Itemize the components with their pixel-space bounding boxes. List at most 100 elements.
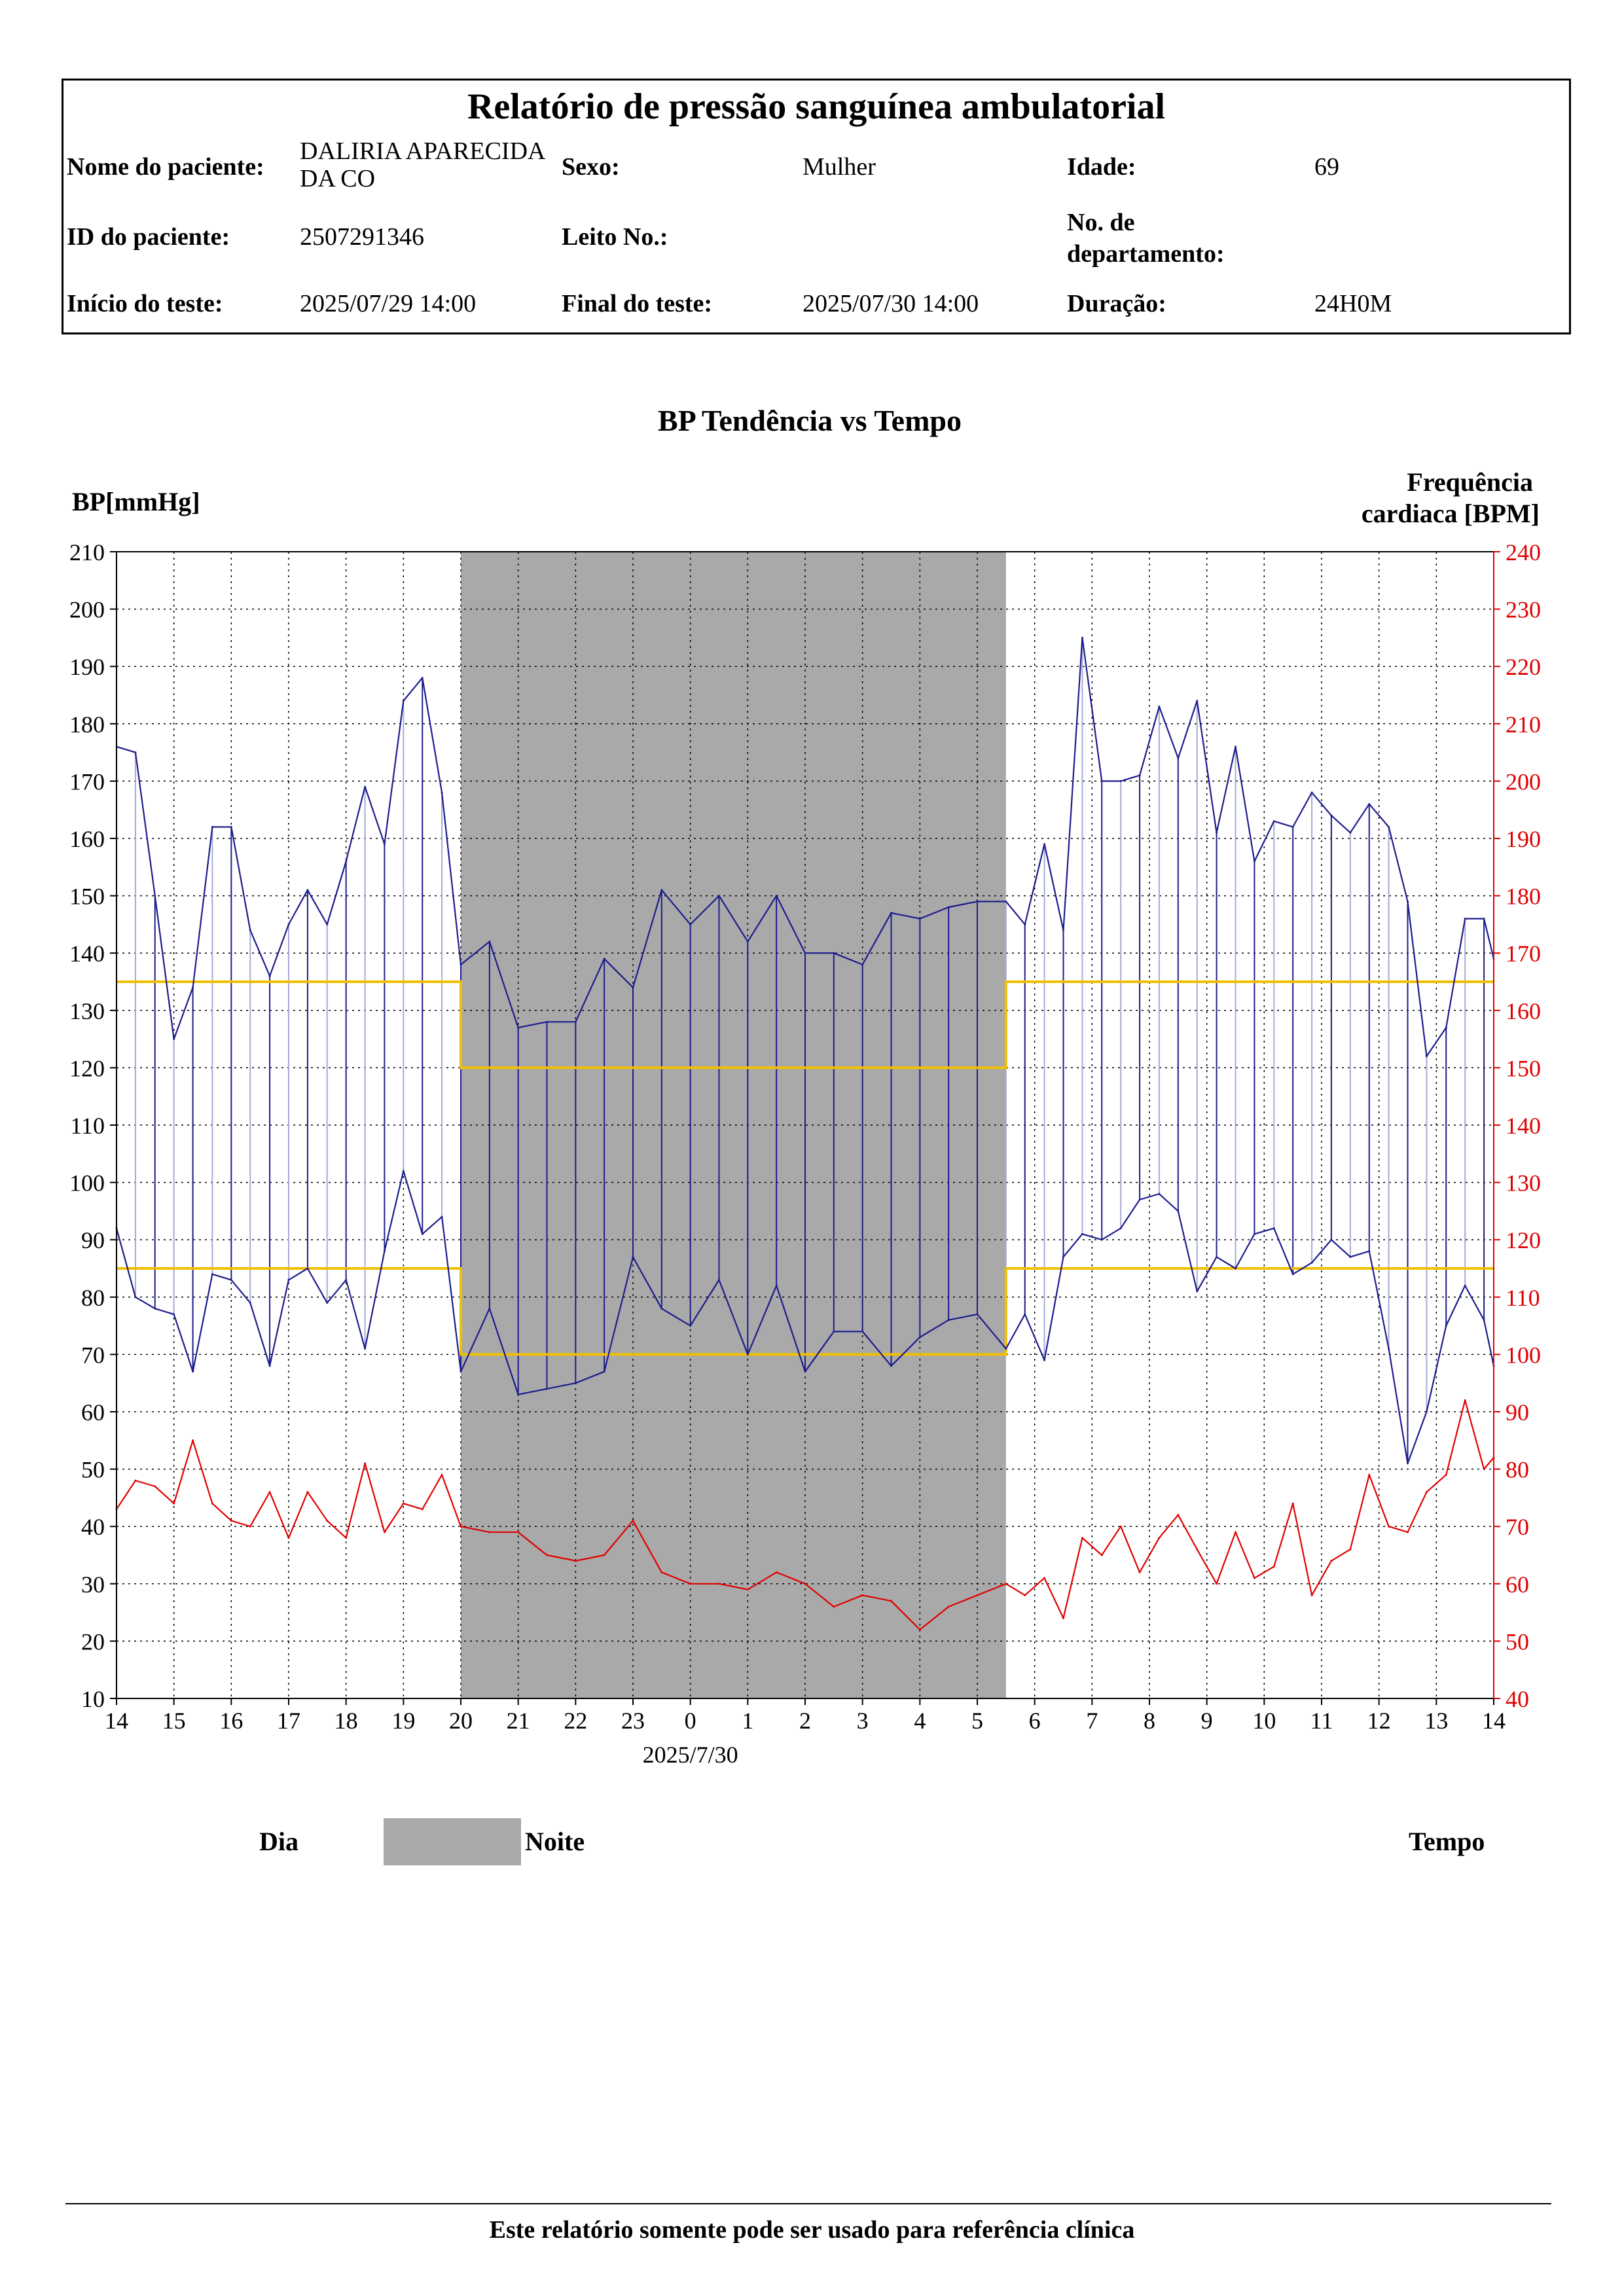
systolic-point: [1349, 831, 1352, 834]
systolic-point: [1043, 843, 1046, 846]
heart-rate-point: [421, 1508, 424, 1511]
heart-rate-point: [1253, 1577, 1255, 1579]
y-tick-label-right: 70: [1506, 1514, 1529, 1540]
heart-rate-point: [1081, 1537, 1083, 1539]
diastolic-point: [1464, 1284, 1466, 1287]
heart-rate-point: [1407, 1531, 1409, 1534]
diastolic-point: [1483, 1319, 1485, 1321]
heart-rate-point: [306, 1491, 309, 1494]
diastolic-point: [134, 1296, 137, 1299]
diastolic-point: [976, 1313, 979, 1316]
systolic-point: [1368, 802, 1371, 805]
duration-value: 24H0M: [1314, 290, 1392, 317]
systolic-point: [345, 860, 348, 863]
y-tick-label-left: 110: [70, 1113, 105, 1139]
duration-label: Duração:: [1067, 290, 1166, 317]
heart-rate-point: [1464, 1399, 1466, 1401]
y-tick-label-right: 120: [1506, 1227, 1541, 1253]
report-title: Relatório de pressão sanguínea ambulator…: [467, 86, 1166, 127]
x-tick-label: 7: [1086, 1708, 1098, 1734]
diastolic-point: [1368, 1250, 1371, 1253]
diastolic-point: [918, 1336, 921, 1338]
heart-rate-point: [154, 1485, 156, 1488]
heart-rate-point: [804, 1583, 806, 1585]
chart-marks: [115, 636, 1495, 1631]
legend-night-label: Noite: [525, 1827, 585, 1856]
diastolic-point: [861, 1330, 864, 1333]
systolic-point: [1272, 820, 1275, 823]
y-tick-label-left: 120: [69, 1055, 105, 1081]
diastolic-point: [1100, 1238, 1103, 1241]
heart-rate-point: [947, 1605, 950, 1608]
test-end-label: Final do teste:: [562, 290, 713, 317]
x-tick-label: 11: [1310, 1708, 1333, 1734]
y-tick-label-right: 130: [1506, 1170, 1541, 1196]
diastolic-point: [192, 1371, 194, 1373]
y-tick-label-right: 90: [1506, 1399, 1529, 1426]
systolic-point: [1216, 831, 1218, 834]
diastolic-point: [632, 1255, 634, 1258]
diastolic-point: [1024, 1313, 1026, 1316]
y-tick-label-right: 230: [1506, 597, 1541, 623]
systolic-point: [775, 895, 778, 897]
y-tick-label-left: 150: [69, 884, 105, 910]
heart-rate-point: [890, 1600, 892, 1602]
x-tick-label: 16: [219, 1708, 243, 1734]
patient-name-value: DALIRIA APARECIDA DA CO: [300, 137, 545, 192]
systolic-point: [1407, 900, 1409, 903]
heart-rate-point: [1272, 1566, 1275, 1568]
systolic-point: [804, 952, 806, 954]
systolic-point: [976, 900, 979, 903]
diastolic-point: [383, 1250, 386, 1253]
heart-rate-point: [1196, 1548, 1199, 1551]
test-end-value: 2025/07/30 14:00: [803, 290, 979, 317]
diastolic-point: [1349, 1255, 1352, 1258]
systolic-point: [890, 912, 892, 914]
heart-rate-point: [1368, 1473, 1371, 1476]
diastolic-limit-line: [117, 1267, 1494, 1356]
y-tick-label-right: 150: [1506, 1055, 1541, 1081]
systolic-point: [1425, 1055, 1428, 1058]
heart-rate-point: [574, 1560, 577, 1562]
heart-rate-point: [660, 1571, 663, 1573]
y-tick-label-left: 160: [69, 826, 105, 852]
diastolic-point: [746, 1353, 749, 1355]
diastolic-point: [230, 1279, 232, 1282]
diastolic-point: [1388, 1348, 1390, 1350]
y-tick-label-left: 170: [69, 768, 105, 795]
x-tick-label: 8: [1144, 1708, 1155, 1734]
systolic-point: [947, 906, 950, 908]
heart-rate-point: [402, 1502, 405, 1505]
y-tick-label-left: 90: [81, 1227, 105, 1253]
systolic-point: [660, 889, 663, 891]
heart-rate-point: [689, 1583, 692, 1585]
heart-rate-point: [383, 1531, 386, 1534]
diastolic-point: [1081, 1232, 1083, 1235]
systolic-line: [116, 637, 1495, 1057]
systolic-point: [861, 963, 864, 966]
diastolic-point: [804, 1371, 806, 1373]
heart-rate-point: [1235, 1531, 1236, 1534]
y-tick-label-left: 140: [69, 941, 105, 967]
diastolic-point: [1138, 1198, 1141, 1201]
heart-rate-point: [1216, 1583, 1218, 1585]
diastolic-point: [173, 1313, 175, 1316]
heart-rate-point: [546, 1554, 548, 1556]
systolic-point: [718, 895, 720, 897]
y-tick-label-left: 180: [69, 711, 105, 738]
systolic-point: [1196, 700, 1199, 702]
chart-title: BP Tendência vs Tempo: [658, 404, 962, 437]
x-tick-label: 3: [857, 1708, 869, 1734]
heart-rate-point: [632, 1519, 634, 1522]
heart-rate-point: [1388, 1525, 1390, 1528]
test-start-label: Início do teste:: [67, 290, 223, 317]
diastolic-point: [574, 1382, 577, 1384]
systolic-point: [1158, 706, 1161, 708]
footer-rule: [65, 2203, 1551, 2204]
y-tick-label-right: 140: [1506, 1113, 1541, 1139]
diastolic-point: [1310, 1261, 1313, 1264]
diastolic-point: [1253, 1232, 1255, 1235]
diastolic-point: [211, 1273, 213, 1276]
y-tick-label-right: 100: [1506, 1342, 1541, 1368]
heart-rate-point: [1062, 1617, 1064, 1619]
